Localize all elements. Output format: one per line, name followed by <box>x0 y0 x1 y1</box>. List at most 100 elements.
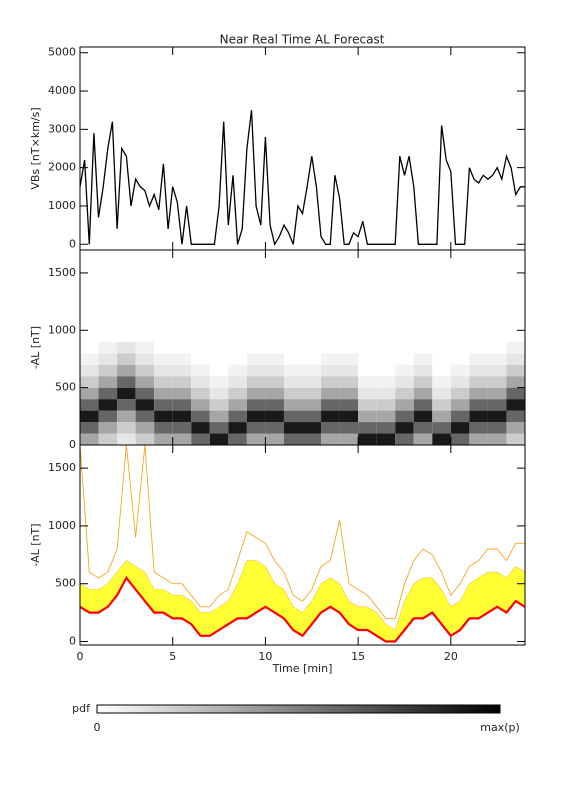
heatmap-cell <box>339 387 359 400</box>
heatmap-cell <box>413 387 433 400</box>
heatmap-cell <box>432 399 451 411</box>
heatmap-cell <box>450 364 470 377</box>
heatmap-cell <box>432 422 451 434</box>
heatmap-cell <box>283 399 303 411</box>
heatmap-cell <box>450 410 470 423</box>
heatmap-cell <box>135 341 155 354</box>
heatmap-cell <box>469 387 488 400</box>
heatmap-cell <box>154 376 173 388</box>
heatmap-cell <box>172 376 192 388</box>
heatmap-cell <box>469 364 488 377</box>
heatmap-cell <box>321 376 340 388</box>
heatmap-cell <box>283 353 303 365</box>
heatmap-cell <box>80 341 99 354</box>
heatmap-cell <box>265 387 284 400</box>
y-axis-label: -AL [nT] <box>29 523 42 566</box>
heatmap-cell <box>395 399 414 411</box>
heatmap-cell <box>117 410 136 423</box>
heatmap-cell <box>450 387 470 400</box>
heatmap-cell <box>191 399 210 411</box>
heatmap-cell <box>450 353 470 365</box>
heatmap-cell <box>395 422 414 434</box>
heatmap-cell <box>98 433 118 445</box>
heatmap-cell <box>376 341 396 354</box>
heatmap-cell <box>135 376 155 388</box>
heatmap-cell <box>228 399 247 411</box>
heatmap-cell <box>302 387 322 400</box>
heatmap-cell <box>191 387 210 400</box>
heatmap-cell <box>135 353 155 365</box>
heatmap-cell <box>469 433 488 445</box>
heatmap-cell <box>98 341 118 354</box>
heatmap-cell <box>209 422 229 434</box>
heatmap-cell <box>487 433 507 445</box>
heatmap-cell <box>80 364 99 377</box>
heatmap-cell <box>265 353 284 365</box>
heatmap-cell <box>191 376 210 388</box>
heatmap-cell <box>172 341 192 354</box>
heatmap-cell <box>80 399 99 411</box>
heatmap-cell <box>358 364 377 377</box>
y-axis-label: -AL [nT] <box>29 326 42 369</box>
y-tick-label: 4000 <box>48 84 76 97</box>
series-line <box>79 444 525 619</box>
heatmap-cell <box>469 376 488 388</box>
heatmap-cell <box>283 341 303 354</box>
heatmap-cell <box>339 410 359 423</box>
heatmap-cell <box>98 410 118 423</box>
heatmap-cell <box>209 341 229 354</box>
heatmap-cell <box>228 422 247 434</box>
heatmap-cell <box>228 364 247 377</box>
heatmap-cell <box>487 341 507 354</box>
heatmap-cell <box>117 433 136 445</box>
heatmap-cell <box>302 399 322 411</box>
heatmap-cell <box>395 376 414 388</box>
heatmap-cell <box>321 341 340 354</box>
heatmap-cell <box>432 353 451 365</box>
x-tick-label: 0 <box>77 650 84 663</box>
heatmap-cell <box>450 422 470 434</box>
heatmap-cell <box>432 341 451 354</box>
heatmap-cell <box>469 341 488 354</box>
heatmap-cell <box>209 410 229 423</box>
heatmap-cell <box>321 399 340 411</box>
heatmap-cell <box>376 410 396 423</box>
heatmap-cell <box>246 364 266 377</box>
heatmap-cell <box>413 410 433 423</box>
heatmap-cell <box>154 422 173 434</box>
heatmap-cell <box>506 399 525 411</box>
heatmap-cell <box>191 353 210 365</box>
heatmap-cell <box>413 353 433 365</box>
heatmap-cell <box>321 410 340 423</box>
heatmap-cell <box>339 376 359 388</box>
heatmap-cell <box>469 410 488 423</box>
y-tick-label: 2000 <box>48 161 76 174</box>
heatmap-cell <box>246 387 266 400</box>
heatmap-cell <box>302 422 322 434</box>
heatmap-cell <box>506 422 525 434</box>
heatmap-cell <box>413 433 433 445</box>
heatmap-cell <box>172 364 192 377</box>
heatmap-cell <box>339 341 359 354</box>
heatmap-cell <box>283 376 303 388</box>
heatmap-cell <box>117 387 136 400</box>
heatmap-cell <box>358 376 377 388</box>
heatmap-cell <box>80 422 99 434</box>
y-tick-label: 0 <box>69 237 76 250</box>
heatmap-cell <box>246 341 266 354</box>
heatmap-cell <box>487 364 507 377</box>
heatmap-cell <box>487 422 507 434</box>
heatmap-cell <box>450 399 470 411</box>
heatmap-cell <box>506 410 525 423</box>
heatmap-cell <box>191 422 210 434</box>
heatmap-cell <box>154 433 173 445</box>
heatmap-cell <box>358 353 377 365</box>
heatmap-cell <box>80 353 99 365</box>
heatmap-cell <box>432 376 451 388</box>
heatmap-cell <box>172 387 192 400</box>
heatmap-cell <box>487 376 507 388</box>
heatmap-cell <box>209 387 229 400</box>
heatmap-cell <box>246 376 266 388</box>
heatmap-cell <box>487 399 507 411</box>
